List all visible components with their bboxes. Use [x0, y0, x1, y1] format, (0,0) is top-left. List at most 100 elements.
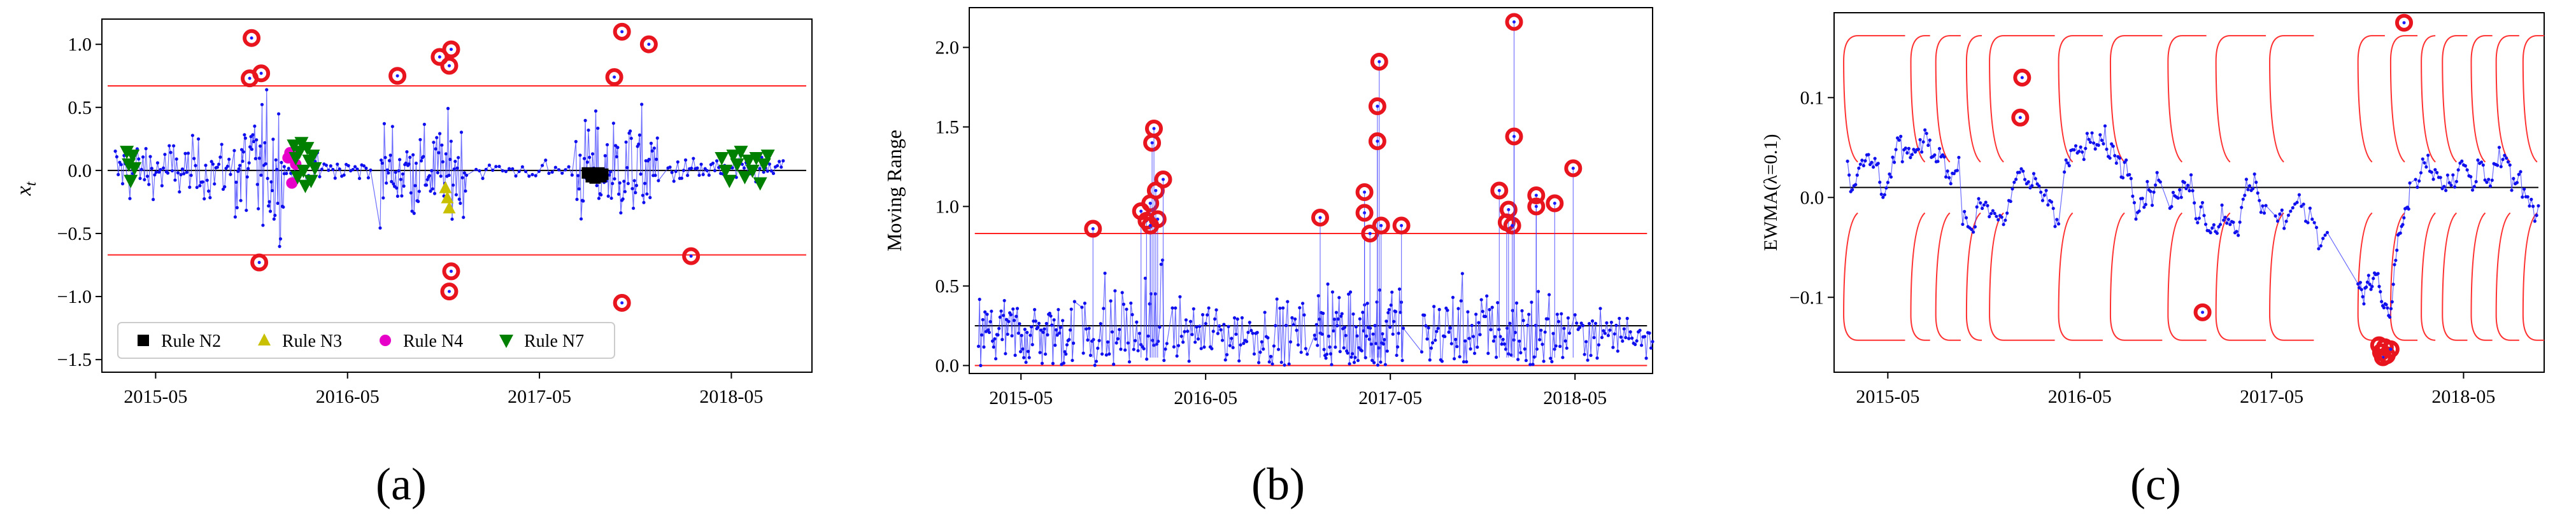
data-point	[257, 207, 260, 211]
out-of-control-point	[1139, 209, 1143, 213]
data-point	[987, 330, 992, 335]
data-point	[2096, 143, 2100, 147]
data-point	[2084, 146, 2088, 150]
data-point	[430, 169, 434, 172]
out-of-control-marker	[2013, 69, 2032, 87]
data-point	[1211, 330, 1215, 333]
data-point	[1126, 341, 1130, 345]
out-of-control-point	[248, 76, 252, 80]
data-point	[2117, 156, 2122, 160]
data-point	[1644, 356, 1648, 360]
data-point	[1566, 316, 1570, 320]
data-point	[1350, 352, 1355, 356]
data-point	[1505, 326, 1509, 330]
out-of-control-point	[2201, 310, 2205, 314]
data-point	[537, 169, 541, 173]
data-point	[1467, 337, 1471, 340]
data-point	[1272, 344, 1276, 348]
data-point	[1237, 359, 1241, 363]
out-of-control-point	[1571, 167, 1575, 170]
data-point	[2203, 222, 2208, 227]
data-point	[1429, 346, 1433, 350]
data-point	[1560, 312, 1563, 316]
data-point	[1088, 353, 1093, 358]
data-point	[1298, 306, 1302, 310]
data-point	[395, 194, 400, 198]
x-tick-label: 2016-05	[2048, 386, 2112, 407]
data-point	[1485, 294, 1489, 298]
data-point	[2063, 170, 2067, 174]
data-point	[176, 171, 180, 175]
data-point	[1107, 352, 1111, 356]
lower-control-limit	[2470, 212, 2493, 341]
data-point	[1536, 289, 1541, 293]
data-point	[1163, 347, 1167, 351]
data-point	[1483, 314, 1488, 319]
panel-c-label: (c)	[2130, 459, 2181, 510]
data-point	[581, 199, 585, 203]
data-point	[400, 194, 404, 198]
data-point	[2102, 142, 2105, 146]
data-point	[153, 173, 157, 177]
data-point	[2487, 178, 2491, 181]
rule-n7-marker	[304, 174, 318, 188]
data-point	[2295, 200, 2299, 204]
data-point	[2510, 188, 2514, 192]
data-point	[1502, 342, 1506, 346]
data-point	[1300, 302, 1305, 305]
data-point	[988, 320, 992, 324]
data-point	[1283, 363, 1286, 367]
data-point	[2438, 176, 2442, 179]
data-point	[410, 209, 414, 213]
out-of-control-marker	[1084, 220, 1102, 238]
data-point	[1334, 345, 1337, 349]
data-point	[1000, 338, 1004, 342]
data-point	[1397, 331, 1400, 335]
data-point	[1339, 314, 1343, 318]
upper-control-limit	[1935, 35, 1961, 163]
data-point	[1500, 342, 1504, 346]
data-point	[253, 124, 257, 128]
lower-control-limit	[2215, 212, 2266, 341]
data-point	[174, 157, 178, 161]
lower-control-limit	[1910, 212, 1930, 341]
data-point	[1471, 335, 1475, 338]
data-point	[2469, 175, 2473, 179]
data-point	[1100, 352, 1104, 356]
data-point	[189, 173, 193, 178]
data-point	[2129, 177, 2133, 181]
data-point	[594, 109, 598, 113]
data-point	[1153, 292, 1157, 296]
data-point	[2042, 193, 2046, 197]
data-point	[147, 183, 151, 186]
data-point	[2111, 144, 2115, 148]
data-point	[1287, 362, 1291, 366]
data-point	[2238, 220, 2242, 224]
data-point	[390, 179, 394, 183]
data-point	[1156, 339, 1160, 344]
data-point	[1327, 334, 1331, 338]
data-point	[2074, 144, 2078, 148]
data-point	[642, 200, 646, 204]
data-point	[205, 178, 209, 182]
data-point	[1373, 324, 1377, 328]
data-point	[2176, 196, 2180, 200]
data-point	[1603, 331, 1607, 335]
data-point	[1873, 157, 1877, 160]
data-point	[462, 216, 466, 220]
data-point	[742, 166, 746, 170]
out-of-control-point	[438, 55, 441, 59]
data-point	[464, 173, 469, 178]
data-point	[2408, 181, 2412, 185]
data-point	[225, 164, 229, 168]
data-point	[1022, 356, 1026, 359]
data-point	[697, 173, 701, 178]
data-point	[632, 179, 636, 183]
data-point	[1053, 344, 1057, 347]
lower-control-limit	[1935, 212, 1961, 341]
out-of-control-point	[259, 71, 263, 75]
data-point	[2002, 223, 2005, 227]
data-point	[1390, 290, 1394, 294]
data-point	[978, 297, 981, 302]
out-of-control-marker	[1392, 216, 1411, 235]
